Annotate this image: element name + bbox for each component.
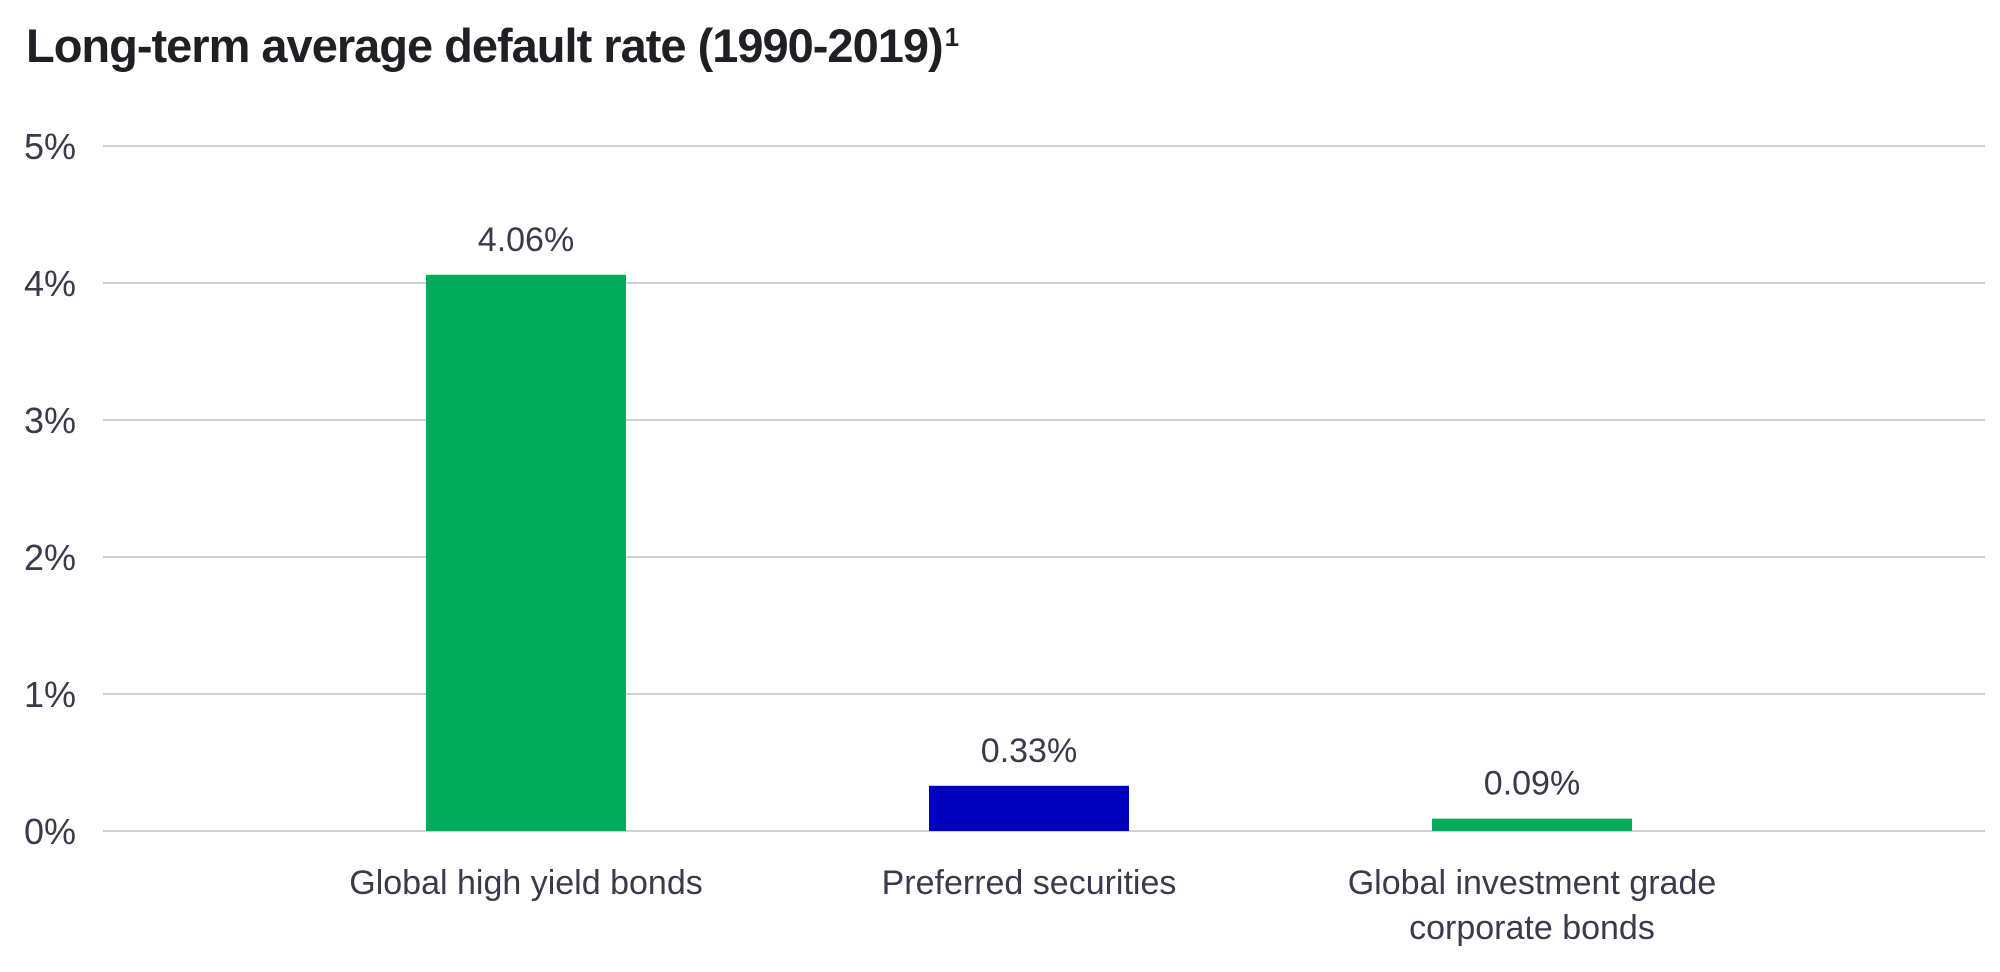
bar-3 xyxy=(1432,818,1632,831)
y-tick-label: 3% xyxy=(24,400,76,441)
bar-value-label: 0.09% xyxy=(1484,765,1580,803)
category-label: Global investment grade corporate bonds xyxy=(1348,864,1717,947)
y-tick-label: 1% xyxy=(24,674,76,715)
y-tick-label: 4% xyxy=(24,263,76,304)
gridlines xyxy=(103,145,1985,832)
chart-title-text: Long-term average default rate (1990-201… xyxy=(26,19,944,72)
chart-title: Long-term average default rate (1990-201… xyxy=(26,18,960,73)
title-footnote-marker: 1 xyxy=(944,22,960,52)
category-label-line: Preferred securities xyxy=(882,864,1177,902)
category-label: Global high yield bonds xyxy=(349,864,702,902)
y-tick-label: 2% xyxy=(24,537,76,578)
category-labels: Global high yield bonds Preferred securit… xyxy=(349,864,1716,947)
bars xyxy=(426,274,1632,831)
bar-value-label: 4.06% xyxy=(478,221,574,259)
bar-2 xyxy=(929,785,1129,831)
y-axis-tick-labels: 0% 1% 2% 3% 4% 5% xyxy=(24,126,76,852)
category-label: Preferred securities xyxy=(882,864,1177,902)
y-tick-label: 0% xyxy=(24,811,76,852)
category-label-line: Global high yield bonds xyxy=(349,864,702,902)
bar-value-label: 0.33% xyxy=(981,732,1077,770)
bar-1 xyxy=(426,274,626,831)
category-label-line: corporate bonds xyxy=(1409,909,1655,947)
bar-value-labels: 4.06% 0.33% 0.09% xyxy=(478,221,1580,803)
category-label-line: Global investment grade xyxy=(1348,864,1717,902)
y-tick-label: 5% xyxy=(24,126,76,167)
